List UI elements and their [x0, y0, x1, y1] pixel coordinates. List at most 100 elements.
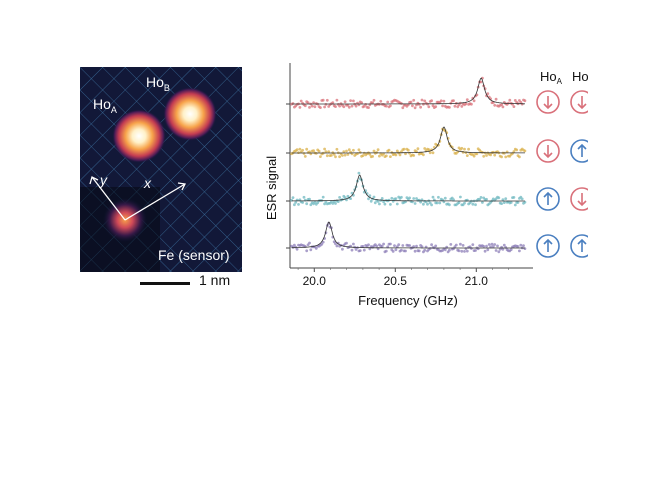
- data-point: [512, 105, 516, 108]
- data-point: [417, 103, 421, 106]
- data-point: [302, 195, 306, 199]
- data-point: [442, 99, 446, 103]
- data-point: [496, 244, 499, 248]
- data-point: [448, 248, 451, 252]
- data-point: [412, 245, 416, 248]
- data-point: [426, 202, 429, 206]
- data-point: [431, 151, 435, 155]
- data-point: [306, 101, 310, 105]
- col-label-ho-a: HoA: [540, 69, 563, 86]
- data-point: [349, 99, 352, 102]
- data-point: [338, 155, 341, 159]
- data-point: [482, 245, 486, 248]
- data-point: [358, 151, 362, 154]
- x-tick-label: 20.5: [384, 274, 408, 288]
- data-point: [441, 104, 444, 108]
- data-point: [500, 103, 503, 106]
- data-point: [312, 149, 315, 153]
- data-point: [500, 155, 503, 159]
- data-point: [401, 106, 405, 110]
- data-point: [465, 98, 469, 101]
- data-point: [464, 102, 468, 106]
- data-point: [384, 249, 388, 253]
- data-point: [341, 154, 344, 157]
- data-point: [502, 243, 506, 247]
- fit-line: [291, 77, 525, 105]
- data-point: [475, 152, 479, 156]
- x-tick-label: 21.0: [465, 274, 489, 288]
- data-point: [416, 147, 420, 151]
- data-point: [430, 99, 433, 103]
- data-point: [323, 147, 326, 151]
- col-label-ho-b: HoB: [572, 69, 588, 86]
- scale-bar: [140, 282, 190, 285]
- data-point: [369, 199, 373, 203]
- data-point: [483, 249, 487, 253]
- data-point: [349, 197, 352, 201]
- data-point: [408, 196, 411, 200]
- data-point: [298, 106, 302, 109]
- data-point: [376, 148, 380, 152]
- data-point: [394, 248, 398, 252]
- data-point: [372, 195, 376, 199]
- data-point: [472, 154, 476, 158]
- data-point: [325, 98, 329, 102]
- data-point: [413, 202, 417, 205]
- data-point: [338, 196, 341, 199]
- data-point: [354, 104, 358, 108]
- data-point: [295, 148, 299, 152]
- data-point: [490, 242, 494, 246]
- data-point: [323, 202, 326, 206]
- data-point: [382, 200, 385, 204]
- data-point: [459, 242, 462, 246]
- data-point: [308, 150, 311, 154]
- data-point: [352, 99, 355, 103]
- data-point: [513, 99, 517, 102]
- data-point: [420, 245, 424, 249]
- data-point: [298, 147, 302, 151]
- series-2: [290, 126, 527, 159]
- data-point: [485, 244, 488, 248]
- data-point: [400, 248, 403, 252]
- spin-up-icon: [536, 187, 560, 211]
- data-point: [334, 105, 337, 108]
- data-point: [460, 146, 464, 150]
- data-point: [342, 105, 346, 109]
- esr-chart: 20.0 20.5 21.0 Frequency (GHz) ESR signal …: [264, 63, 588, 308]
- data-point: [497, 196, 501, 200]
- data-point: [501, 247, 505, 251]
- data-point: [493, 153, 497, 157]
- data-point: [402, 147, 406, 151]
- plot-frame: [286, 63, 533, 269]
- data-point: [512, 150, 516, 153]
- data-point: [346, 103, 350, 107]
- axis-arrows: [89, 176, 186, 221]
- data-point: [474, 203, 477, 207]
- data-point: [463, 201, 466, 205]
- data-point: [325, 154, 329, 158]
- data-point: [346, 153, 350, 156]
- series-1: [290, 76, 527, 110]
- data-point: [382, 242, 385, 246]
- plot-ticks: 20.0 20.5 21.0: [297, 268, 509, 288]
- data-point: [371, 101, 374, 105]
- data-point: [371, 155, 374, 158]
- data-point: [389, 203, 392, 206]
- data-point: [373, 201, 377, 205]
- data-point: [479, 80, 483, 84]
- data-point: [309, 248, 313, 252]
- data-point: [430, 243, 433, 247]
- data-point: [493, 243, 497, 246]
- data-point: [360, 101, 363, 105]
- data-point: [413, 106, 417, 110]
- data-point: [303, 104, 307, 108]
- data-point: [520, 197, 524, 201]
- data-point: [389, 104, 392, 108]
- data-point: [319, 155, 322, 158]
- data-point: [479, 196, 483, 199]
- scale-bar-label: 1 nm: [199, 272, 231, 288]
- data-point: [395, 245, 399, 249]
- data-point: [327, 150, 331, 153]
- spin-arrows: [536, 90, 588, 258]
- data-point: [335, 244, 339, 248]
